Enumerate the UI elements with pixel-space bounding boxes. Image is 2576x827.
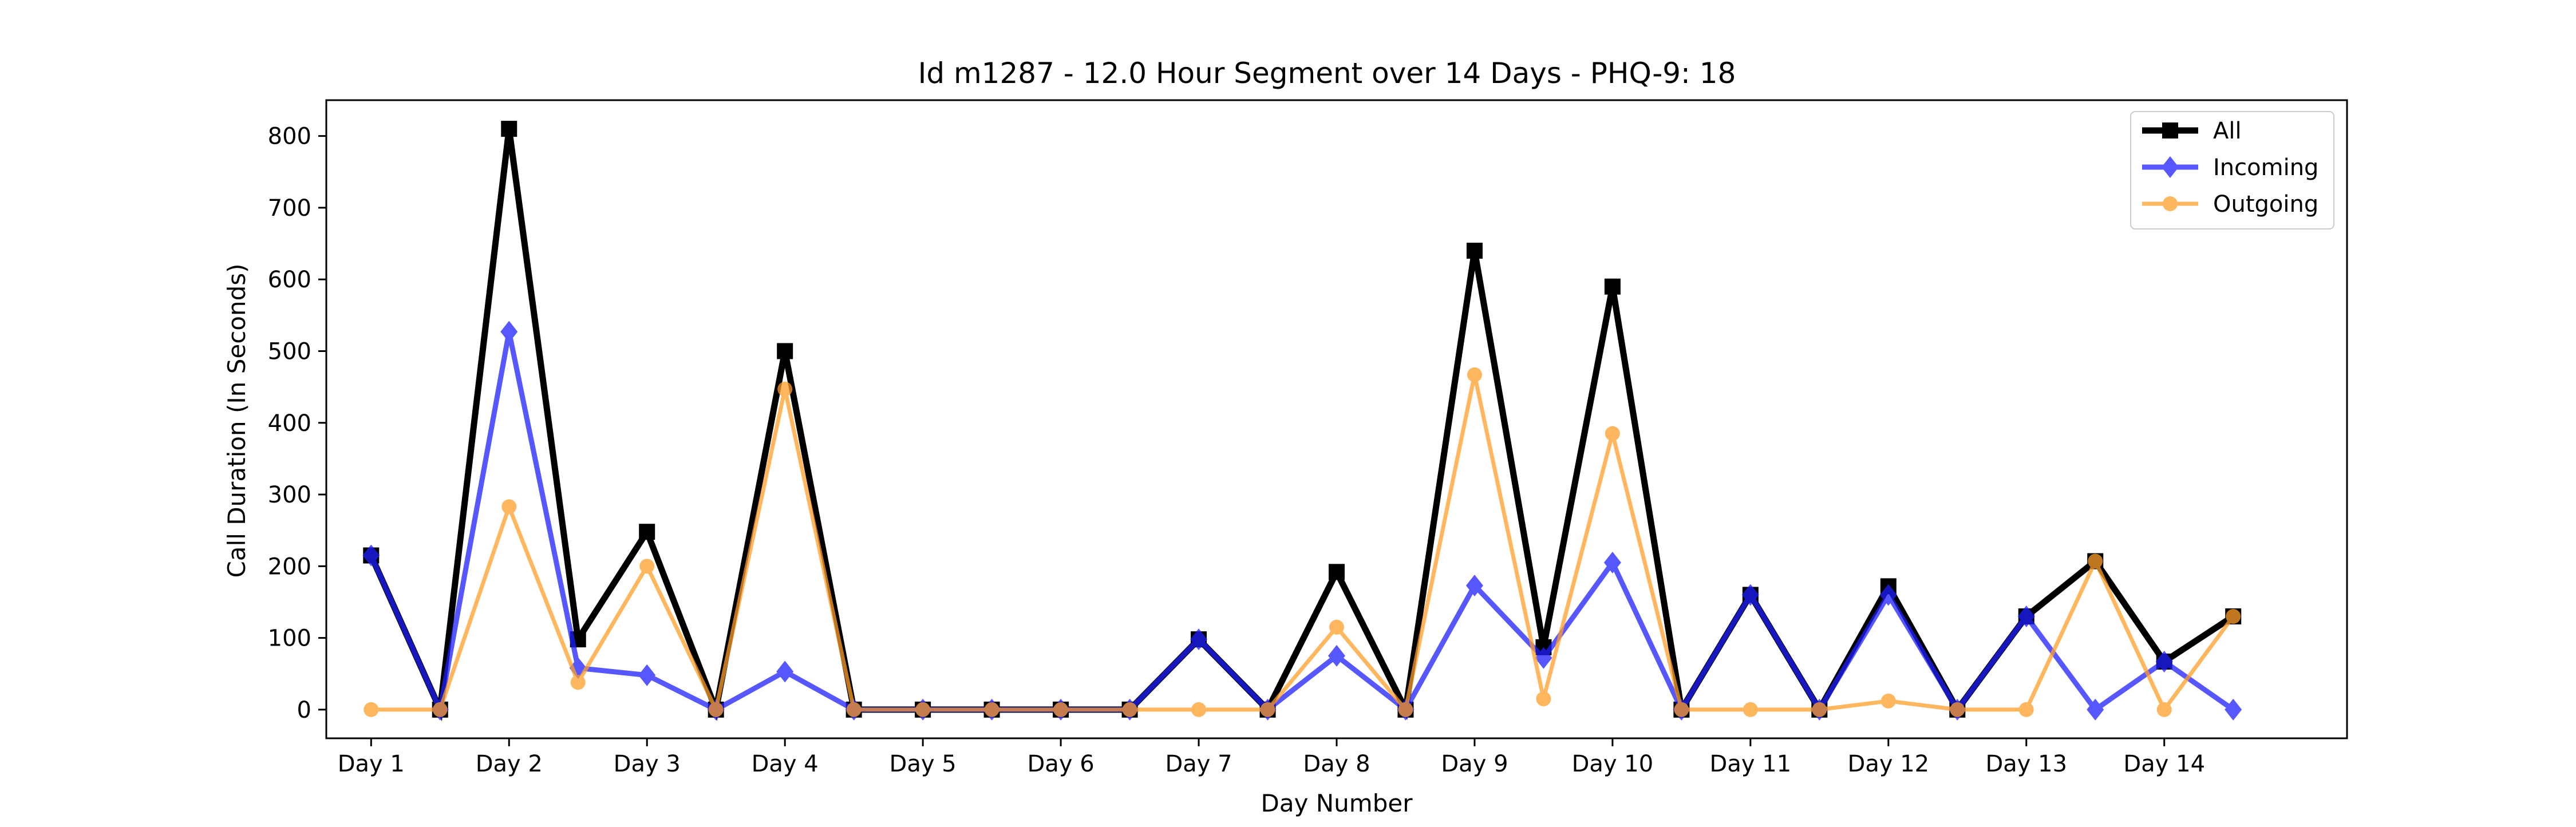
y-tick-label: 100 (268, 626, 311, 652)
legend-entry-all (2142, 122, 2198, 139)
x-tick-label: Day 8 (1303, 751, 1370, 777)
data-point-outgoing (1122, 702, 1137, 717)
data-point-outgoing (1812, 702, 1827, 717)
data-point-incoming (2225, 698, 2242, 721)
data-point-incoming (1535, 647, 1552, 669)
x-tick-label: Day 11 (1710, 751, 1792, 777)
data-point-outgoing (1467, 367, 1482, 382)
x-axis: Day 1 Day 2 Day 3 Day 4 Day 5 Day 6 Day 7 Day 8… (338, 738, 2205, 777)
x-tick-label: Day 13 (1985, 751, 2067, 777)
data-point-all (639, 524, 655, 540)
data-point-outgoing (501, 499, 517, 515)
x-tick-label: Day 5 (890, 751, 957, 777)
data-point-outgoing (1329, 619, 1344, 635)
data-point-incoming (1190, 628, 1208, 651)
x-tick-label: Day 7 (1165, 751, 1232, 777)
data-point-incoming (1328, 644, 1345, 667)
data-point-all (501, 121, 517, 137)
series-outgoing (364, 367, 2241, 717)
x-tick-label: Day 10 (1572, 751, 1654, 777)
x-tick-label: Day 6 (1028, 751, 1095, 777)
legend-label: All (2213, 118, 2242, 144)
data-point-outgoing (1260, 702, 1275, 717)
x-tick-label: Day 2 (476, 751, 543, 777)
data-point-incoming (638, 664, 656, 686)
data-point-incoming (2017, 606, 2035, 628)
data-point-outgoing (1950, 702, 1965, 717)
data-point-all (777, 343, 793, 359)
data-point-incoming (1603, 552, 1621, 574)
series-line-incoming (369, 331, 2235, 718)
legend-entry-incoming (2142, 156, 2198, 178)
x-tick-label: Day 12 (1848, 751, 1930, 777)
data-point-outgoing (364, 702, 379, 717)
series-layer (362, 121, 2242, 722)
x-tick-label: Day 4 (752, 751, 819, 777)
data-point-incoming (362, 544, 380, 567)
data-point-outgoing (777, 381, 793, 397)
x-axis-label: Day Number (1261, 789, 1413, 817)
data-point-outgoing (846, 702, 862, 717)
data-point-incoming (2087, 698, 2104, 721)
data-point-all (1329, 564, 1345, 580)
data-point-outgoing (639, 559, 655, 574)
chart-title: Id m1287 - 12.0 Hour Segment over 14 Day… (918, 57, 1736, 90)
y-tick-label: 300 (268, 482, 311, 508)
data-point-incoming (1465, 575, 1483, 597)
data-point-outgoing (1743, 702, 1758, 717)
y-axis-label: Call Duration (In Seconds) (223, 263, 251, 577)
legend-box (2130, 111, 2334, 229)
y-tick-label: 800 (268, 124, 311, 150)
y-axis: 0 100 200 300 400 500 600 700 800 (268, 124, 326, 723)
data-point-outgoing (2018, 702, 2034, 717)
data-point-outgoing (570, 675, 586, 690)
legend-marker (2162, 122, 2178, 139)
data-point-outgoing (1880, 693, 1896, 709)
legend-label: Outgoing (2213, 191, 2318, 217)
data-point-incoming (776, 660, 794, 683)
data-point-all (1604, 278, 1621, 295)
legend-marker (2162, 156, 2179, 178)
data-point-outgoing (1053, 702, 1069, 717)
data-point-outgoing (1398, 702, 1413, 717)
legend-marker (2163, 196, 2178, 211)
y-tick-label: 200 (268, 553, 311, 580)
legend-label: Incoming (2213, 155, 2318, 181)
data-point-incoming (500, 320, 518, 343)
y-tick-label: 400 (268, 410, 311, 437)
x-tick-label: Day 9 (1441, 751, 1508, 777)
data-point-outgoing (915, 702, 931, 717)
x-tick-label: Day 3 (614, 751, 681, 777)
data-point-outgoing (708, 702, 724, 717)
data-point-outgoing (2226, 609, 2241, 624)
series-line-outgoing (371, 374, 2235, 716)
data-point-incoming (1741, 584, 1759, 606)
data-point-outgoing (2088, 553, 2103, 569)
data-point-outgoing (1536, 691, 1551, 707)
legend: All Incoming Outgoing (2130, 111, 2334, 229)
data-point-outgoing (432, 702, 448, 717)
data-point-incoming (1879, 584, 1897, 606)
y-tick-label: 500 (268, 338, 311, 365)
y-tick-label: 600 (268, 267, 311, 293)
data-point-outgoing (1674, 702, 1689, 717)
data-point-outgoing (1191, 702, 1207, 717)
legend-entry-outgoing (2142, 196, 2198, 211)
x-tick-label: Day 14 (2123, 751, 2205, 777)
y-tick-label: 700 (268, 195, 311, 221)
data-point-outgoing (984, 702, 999, 717)
y-tick-label: 0 (297, 697, 311, 723)
data-point-incoming (2155, 650, 2173, 672)
data-point-all (1466, 243, 1483, 259)
data-point-outgoing (1605, 426, 1620, 441)
data-point-outgoing (2156, 702, 2172, 717)
x-tick-label: Day 1 (338, 751, 405, 777)
